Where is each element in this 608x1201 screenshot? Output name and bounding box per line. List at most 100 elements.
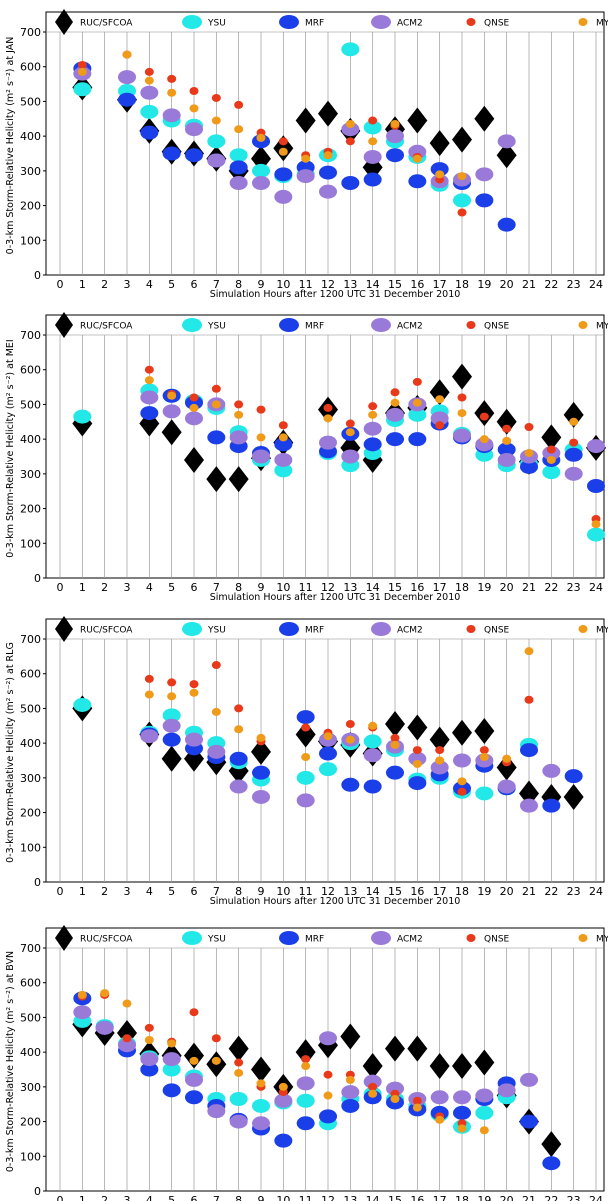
data-point [341,42,360,57]
data-point [185,122,203,137]
data-point [363,120,382,135]
y-tick-label: 400 [20,1046,41,1059]
legend-label: YSU [207,322,226,332]
x-tick-label: 20 [500,1194,514,1201]
data-point [368,137,378,146]
data-point [77,67,87,76]
legend-marker [279,318,299,332]
y-tick-label: 700 [20,26,41,39]
x-tick-label: 11 [299,1194,313,1201]
x-tick-label: 7 [213,1194,220,1201]
x-tick-label: 3 [124,885,131,898]
data-point [479,412,489,421]
data-point [189,403,199,412]
legend-label: QNSE [484,19,510,29]
data-point [189,104,199,113]
data-point [323,414,333,423]
data-point [319,1109,337,1124]
data-point [457,777,467,786]
x-axis-label: Simulation Hours after 1200 UTC 31 Decem… [210,592,461,603]
data-point [546,455,556,464]
data-point [122,50,132,59]
data-point [252,1116,270,1131]
legend-marker [578,625,588,633]
legend-marker [55,925,73,951]
data-point [144,365,154,374]
x-tick-label: 20 [500,278,514,291]
x-tick-label: 21 [522,278,536,291]
x-tick-label: 9 [258,885,265,898]
data-point [429,130,450,157]
legend-entry: MRF [279,622,324,636]
x-tick-label: 20 [500,885,514,898]
x-tick-label: 6 [191,581,198,594]
data-point [184,1042,204,1069]
data-point [167,692,177,701]
x-tick-label: 0 [57,278,64,291]
x-tick-label: 3 [124,1194,131,1201]
x-tick-label: 7 [213,278,220,291]
data-point [435,170,445,179]
legend-marker [466,625,476,633]
data-point [564,769,583,784]
data-point [189,1056,199,1065]
data-point [73,697,92,712]
data-point [229,779,248,794]
data-point [301,1055,311,1064]
data-point [301,723,311,732]
y-axis-label: 0-3-km Storm-Relative Helicity (m² s⁻²) … [5,339,16,557]
data-point [412,746,422,755]
x-tick-label: 16 [410,1194,424,1201]
data-point [206,466,227,493]
data-point [296,1076,315,1091]
data-point [345,1075,355,1084]
data-point [435,421,445,430]
data-point [229,1092,248,1107]
legend-marker [55,616,73,642]
y-tick-label: 700 [20,633,41,646]
y-tick-label: 300 [20,772,41,785]
data-point [407,714,428,741]
series-myj [144,376,601,529]
data-point [140,1052,159,1067]
data-point [274,167,293,182]
x-tick-label: 24 [589,1194,603,1201]
x-tick-label: 19 [477,581,491,594]
data-point [407,1035,428,1062]
data-point [542,465,561,480]
data-point [496,754,517,781]
data-point [278,1082,288,1091]
data-point [161,745,182,772]
data-point [167,678,177,687]
data-point [211,93,221,102]
legend-entry: QNSE [466,625,510,636]
x-tick-label: 4 [146,1194,153,1201]
x-tick-label: 15 [388,1194,402,1201]
x-tick-label: 22 [544,1194,558,1201]
data-point [189,1008,199,1017]
data-point [345,428,355,437]
x-tick-label: 10 [276,581,290,594]
data-point [587,479,605,494]
data-point [524,695,534,704]
x-tick-label: 7 [213,885,220,898]
data-point [229,176,248,191]
data-point [429,379,450,406]
data-point [430,1090,449,1105]
data-point [296,169,315,184]
x-tick-label: 15 [388,278,402,291]
data-point [386,765,404,780]
data-point [189,393,199,402]
y-tick-label: 0 [34,269,41,282]
y-tick-label: 400 [20,737,41,750]
data-point [390,1095,400,1104]
data-point [323,732,333,741]
data-point [323,1091,333,1100]
data-point [479,753,489,762]
legend-marker [279,931,299,945]
data-point [296,710,315,725]
x-tick-label: 19 [477,278,491,291]
x-tick-label: 22 [544,885,558,898]
data-point [252,176,270,191]
x-tick-label: 17 [433,885,447,898]
